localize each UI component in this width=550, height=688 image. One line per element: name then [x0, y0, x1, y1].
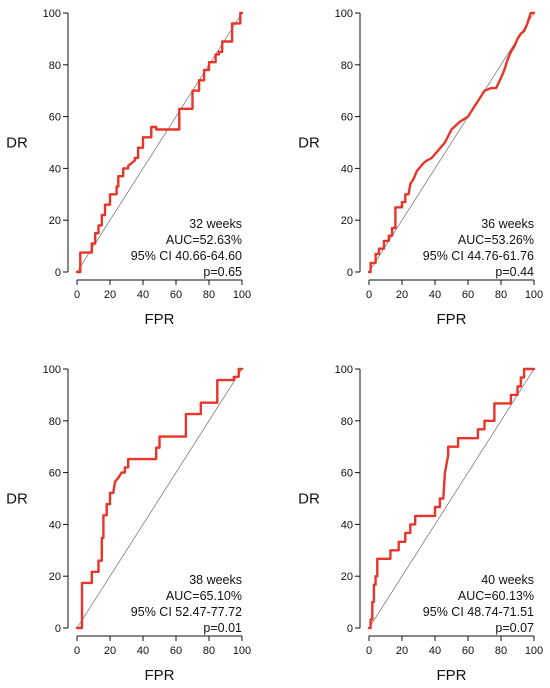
- y-tick-label: 60: [341, 468, 353, 480]
- roc-curve: [367, 11, 536, 274]
- x-axis-title: FPR: [145, 667, 175, 684]
- annotation-line-2: AUC=53.26%: [458, 233, 534, 247]
- annotation-line-3: 95% CI 40.66-64.60: [131, 249, 242, 263]
- y-tick-label: 40: [49, 519, 61, 531]
- roc-curve: [75, 11, 244, 274]
- roc-panel-2: 0 20 40 60 80 100 0 20 40 60 80 100 FPR DR 36 weeks AUC…: [298, 8, 543, 328]
- x-axis-title: FPR: [437, 311, 467, 328]
- x-tick-label: 0: [366, 289, 372, 301]
- annotation-line-3: 95% CI 52.47-77.72: [131, 605, 242, 619]
- y-axis-title: DR: [6, 135, 28, 152]
- x-tick-label: 40: [429, 289, 441, 301]
- x-tick-label: 60: [170, 645, 182, 657]
- x-axis-title: FPR: [145, 311, 175, 328]
- y-axis-title: DR: [298, 491, 320, 508]
- reference-diagonal: [368, 368, 535, 629]
- x-tick-label: 40: [429, 645, 441, 657]
- y-tick-label: 20: [341, 571, 353, 583]
- annotation-line-1: 38 weeks: [189, 573, 242, 587]
- roc-panel-4: 0 20 40 60 80 100 0 20 40 60 80 100 FPR DR 40 weeks AUC…: [298, 364, 543, 684]
- x-tick-label: 60: [170, 289, 182, 301]
- y-tick-label: 40: [49, 163, 61, 175]
- annotation-line-2: AUC=60.13%: [458, 589, 534, 603]
- x-tick-label: 80: [203, 645, 215, 657]
- annotation-line-2: AUC=52.63%: [166, 233, 242, 247]
- y-tick-label: 80: [49, 416, 61, 428]
- x-tick-label: 20: [104, 289, 116, 301]
- y-tick-label: 20: [49, 571, 61, 583]
- x-tick-label: 100: [525, 289, 543, 301]
- x-tick-label: 80: [495, 645, 507, 657]
- x-tick-label: 100: [233, 645, 251, 657]
- y-tick-label: 80: [341, 416, 353, 428]
- roc-panel-1: 0 20 40 60 80 100 0 20 40 60 80 100 FPR DR 32 weeks AUC…: [6, 8, 251, 328]
- roc-panel-3: 0 20 40 60 80 100 0 20 40 60 80 100 FPR DR 38 weeks AUC…: [6, 364, 251, 684]
- y-tick-label: 80: [341, 60, 353, 72]
- annotation-line-1: 32 weeks: [189, 217, 242, 231]
- y-tick-label: 80: [49, 60, 61, 72]
- y-tick-label: 20: [341, 215, 353, 227]
- y-tick-label: 100: [43, 8, 61, 20]
- annotation-line-1: 40 weeks: [481, 573, 534, 587]
- roc-curve: [75, 367, 244, 630]
- y-tick-label: 0: [347, 623, 353, 635]
- annotation-line-4: p=0.01: [203, 621, 242, 635]
- x-tick-label: 60: [462, 289, 474, 301]
- y-axis-title: DR: [6, 491, 28, 508]
- y-tick-label: 20: [49, 215, 61, 227]
- x-tick-label: 0: [74, 289, 80, 301]
- y-tick-label: 0: [55, 267, 61, 279]
- x-axis-title: FPR: [437, 667, 467, 684]
- annotation-line-4: p=0.07: [495, 621, 534, 635]
- x-tick-label: 40: [137, 289, 149, 301]
- y-axis-title: DR: [298, 135, 320, 152]
- annotation-line-2: AUC=65.10%: [166, 589, 242, 603]
- annotation-line-4: p=0.44: [495, 265, 534, 279]
- x-tick-label: 80: [495, 289, 507, 301]
- x-tick-label: 20: [396, 289, 408, 301]
- x-tick-label: 20: [396, 645, 408, 657]
- x-tick-label: 0: [74, 645, 80, 657]
- x-tick-label: 40: [137, 645, 149, 657]
- y-tick-label: 0: [347, 267, 353, 279]
- y-tick-label: 0: [55, 623, 61, 635]
- y-tick-label: 40: [341, 163, 353, 175]
- x-tick-label: 0: [366, 645, 372, 657]
- annotation-line-1: 36 weeks: [481, 217, 534, 231]
- y-tick-label: 100: [335, 8, 353, 20]
- reference-diagonal: [368, 12, 535, 273]
- y-tick-label: 100: [43, 364, 61, 376]
- x-tick-label: 80: [203, 289, 215, 301]
- roc-curve: [367, 367, 536, 630]
- annotation-line-3: 95% CI 44.76-61.76: [423, 249, 534, 263]
- x-tick-label: 60: [462, 645, 474, 657]
- y-tick-label: 40: [341, 519, 353, 531]
- y-tick-label: 60: [49, 112, 61, 124]
- reference-diagonal: [76, 368, 243, 629]
- x-tick-label: 100: [233, 289, 251, 301]
- y-tick-label: 60: [49, 468, 61, 480]
- annotation-line-4: p=0.65: [203, 265, 242, 279]
- x-tick-label: 100: [525, 645, 543, 657]
- y-tick-label: 100: [335, 364, 353, 376]
- y-tick-label: 60: [341, 112, 353, 124]
- x-tick-label: 20: [104, 645, 116, 657]
- annotation-line-3: 95% CI 48.74-71.51: [423, 605, 534, 619]
